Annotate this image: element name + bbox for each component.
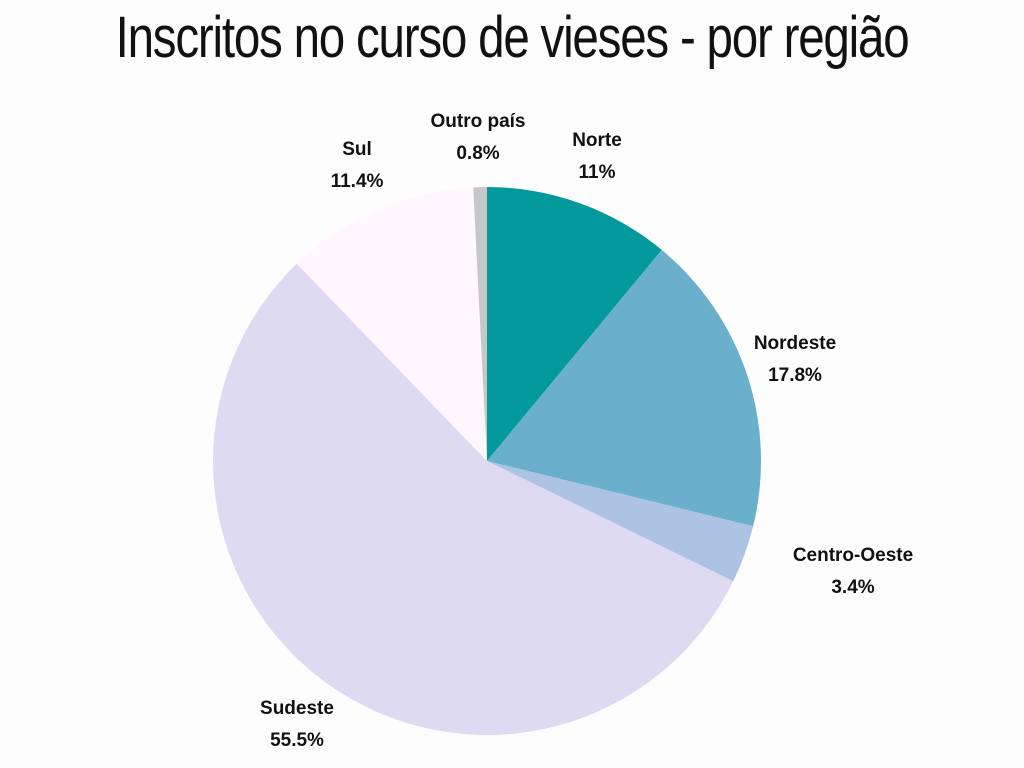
chart-title: Inscritos no curso de vieses - por regiã… [115,5,910,70]
slice-label-outro-pais: Outro país 0.8% [430,111,525,164]
pie-slice-norte [487,187,662,461]
slice-name-centro-oeste: Centro-Oeste [793,545,913,566]
slice-name-sul: Sul [342,139,372,160]
pie-slice-centro-oeste [487,461,754,582]
pie-slice-sul [296,187,487,461]
slice-value-nordeste: 17.8% [768,365,822,386]
slice-name-sudeste: Sudeste [260,698,334,719]
slice-label-sul: Sul 11.4% [331,139,384,192]
pie-slice-sudeste [213,263,734,735]
slice-name-nordeste: Nordeste [754,333,836,354]
slice-value-outro-pais: 0.8% [456,143,499,164]
slice-value-sudeste: 55.5% [270,730,324,751]
slice-value-norte: 11% [579,162,616,183]
slice-label-norte: Norte 11% [572,130,622,183]
slice-name-norte: Norte [572,130,622,151]
pie-slice-outro-pais [473,187,487,461]
slice-name-outro-pais: Outro país [430,111,525,132]
slice-label-nordeste: Nordeste 17.8% [754,333,836,386]
pie-slice-nordeste [487,250,761,527]
slice-value-centro-oeste: 3.4% [831,577,874,598]
slice-label-centro-oeste: Centro-Oeste 3.4% [793,545,913,598]
slice-value-sul: 11.4% [331,171,384,192]
slice-label-sudeste: Sudeste 55.5% [260,698,334,751]
